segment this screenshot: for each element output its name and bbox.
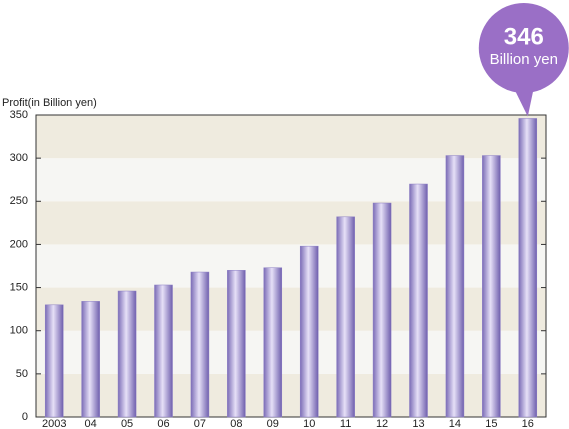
bar (263, 267, 283, 418)
x-tick-label: 11 (340, 418, 351, 429)
y-tick-label: 200 (10, 238, 28, 250)
y-tick-label: 300 (10, 152, 28, 164)
bar (299, 245, 319, 418)
x-tick-label: 10 (303, 418, 315, 429)
grid-band (36, 244, 546, 288)
x-tick-label: 14 (449, 418, 461, 429)
y-tick-label: 50 (16, 368, 28, 380)
bar (44, 304, 64, 418)
bar (482, 155, 501, 418)
grid-band (36, 373, 546, 417)
bar (372, 202, 392, 418)
x-tick-label: 13 (412, 418, 424, 429)
bar (336, 216, 355, 418)
grid-band (36, 287, 546, 331)
y-tick-label: 250 (10, 195, 28, 207)
callout-unit: Billion yen (490, 51, 558, 68)
bar (227, 270, 246, 418)
x-tick-label: 16 (522, 418, 534, 429)
x-tick-label: 2003 (42, 418, 66, 429)
bar (81, 301, 100, 418)
bar (409, 183, 428, 418)
callout-bubble (478, 3, 569, 93)
x-tick-label: 06 (157, 418, 169, 429)
y-tick-label: 0 (22, 411, 28, 423)
bar (518, 118, 538, 418)
grid-band (36, 115, 546, 159)
x-tick-label: 08 (230, 418, 242, 429)
bar (154, 284, 173, 418)
bar (445, 155, 465, 418)
bar (117, 290, 137, 418)
grid-band (36, 201, 546, 245)
x-tick-label: 09 (267, 418, 279, 429)
y-tick-label: 350 (10, 109, 28, 121)
x-tick-label: 05 (121, 418, 133, 429)
y-tick-label: 100 (10, 325, 28, 337)
y-tick-label: 150 (10, 281, 28, 293)
value-label: 346 (504, 23, 544, 50)
x-tick-label: 07 (194, 418, 206, 429)
y-axis-label: Profit(in Billion yen) (2, 97, 97, 109)
bar (190, 271, 210, 418)
grid-band (36, 330, 546, 374)
plot-frame (35, 114, 547, 418)
callout-pointer (513, 88, 534, 117)
x-tick-label: 15 (485, 418, 497, 429)
x-tick-label: 04 (85, 418, 97, 429)
x-tick-label: 12 (376, 418, 388, 429)
grid-band (36, 158, 546, 202)
